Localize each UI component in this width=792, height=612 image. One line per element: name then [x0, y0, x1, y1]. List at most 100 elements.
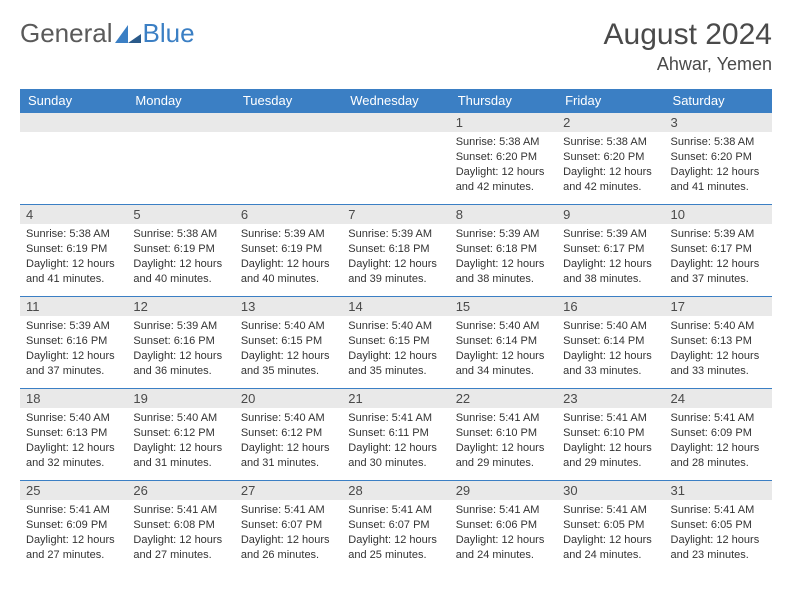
- daylight-line: Daylight: 12 hours and 28 minutes.: [671, 441, 766, 471]
- day-info: Sunrise: 5:39 AMSunset: 6:16 PMDaylight:…: [127, 316, 234, 382]
- calendar-cell: 28Sunrise: 5:41 AMSunset: 6:07 PMDayligh…: [342, 481, 449, 573]
- sunset-line: Sunset: 6:18 PM: [456, 242, 551, 257]
- dayname-header: Friday: [557, 89, 664, 113]
- day-number: [20, 113, 127, 132]
- calendar-cell: 9Sunrise: 5:39 AMSunset: 6:17 PMDaylight…: [557, 205, 664, 297]
- day-number: 18: [20, 389, 127, 408]
- sunrise-line: Sunrise: 5:41 AM: [563, 411, 658, 426]
- day-number: 20: [235, 389, 342, 408]
- day-info: Sunrise: 5:41 AMSunset: 6:06 PMDaylight:…: [450, 500, 557, 566]
- daylight-line: Daylight: 12 hours and 32 minutes.: [26, 441, 121, 471]
- title-block: August 2024 Ahwar, Yemen: [604, 18, 772, 75]
- calendar-cell: 10Sunrise: 5:39 AMSunset: 6:17 PMDayligh…: [665, 205, 772, 297]
- calendar-row: 25Sunrise: 5:41 AMSunset: 6:09 PMDayligh…: [20, 481, 772, 573]
- day-number: 3: [665, 113, 772, 132]
- daylight-line: Daylight: 12 hours and 25 minutes.: [348, 533, 443, 563]
- calendar-cell: 12Sunrise: 5:39 AMSunset: 6:16 PMDayligh…: [127, 297, 234, 389]
- sunset-line: Sunset: 6:20 PM: [563, 150, 658, 165]
- calendar-cell: 6Sunrise: 5:39 AMSunset: 6:19 PMDaylight…: [235, 205, 342, 297]
- daylight-line: Daylight: 12 hours and 24 minutes.: [456, 533, 551, 563]
- daylight-line: Daylight: 12 hours and 39 minutes.: [348, 257, 443, 287]
- sunset-line: Sunset: 6:15 PM: [241, 334, 336, 349]
- daylight-line: Daylight: 12 hours and 26 minutes.: [241, 533, 336, 563]
- day-number: 9: [557, 205, 664, 224]
- daylight-line: Daylight: 12 hours and 40 minutes.: [133, 257, 228, 287]
- day-info: Sunrise: 5:40 AMSunset: 6:15 PMDaylight:…: [342, 316, 449, 382]
- day-info: Sunrise: 5:40 AMSunset: 6:14 PMDaylight:…: [450, 316, 557, 382]
- day-number: 7: [342, 205, 449, 224]
- day-number: 22: [450, 389, 557, 408]
- logo-mark-icon: [115, 25, 141, 43]
- sunrise-line: Sunrise: 5:40 AM: [563, 319, 658, 334]
- sunset-line: Sunset: 6:08 PM: [133, 518, 228, 533]
- daylight-line: Daylight: 12 hours and 29 minutes.: [563, 441, 658, 471]
- day-info: Sunrise: 5:40 AMSunset: 6:13 PMDaylight:…: [665, 316, 772, 382]
- day-number: 13: [235, 297, 342, 316]
- calendar-cell: 21Sunrise: 5:41 AMSunset: 6:11 PMDayligh…: [342, 389, 449, 481]
- day-info: Sunrise: 5:41 AMSunset: 6:10 PMDaylight:…: [557, 408, 664, 474]
- location: Ahwar, Yemen: [604, 54, 772, 75]
- day-number: 31: [665, 481, 772, 500]
- sunset-line: Sunset: 6:05 PM: [563, 518, 658, 533]
- sunset-line: Sunset: 6:18 PM: [348, 242, 443, 257]
- sunset-line: Sunset: 6:19 PM: [26, 242, 121, 257]
- day-number: 15: [450, 297, 557, 316]
- calendar-table: SundayMondayTuesdayWednesdayThursdayFrid…: [20, 89, 772, 573]
- sunrise-line: Sunrise: 5:40 AM: [26, 411, 121, 426]
- day-number: 25: [20, 481, 127, 500]
- day-info: Sunrise: 5:38 AMSunset: 6:19 PMDaylight:…: [127, 224, 234, 290]
- day-number: 6: [235, 205, 342, 224]
- daylight-line: Daylight: 12 hours and 37 minutes.: [26, 349, 121, 379]
- sunrise-line: Sunrise: 5:39 AM: [456, 227, 551, 242]
- day-number: 28: [342, 481, 449, 500]
- day-number: 29: [450, 481, 557, 500]
- daylight-line: Daylight: 12 hours and 36 minutes.: [133, 349, 228, 379]
- calendar-cell: [20, 113, 127, 205]
- day-number: 27: [235, 481, 342, 500]
- sunset-line: Sunset: 6:14 PM: [563, 334, 658, 349]
- daylight-line: Daylight: 12 hours and 31 minutes.: [133, 441, 228, 471]
- daylight-line: Daylight: 12 hours and 37 minutes.: [671, 257, 766, 287]
- sunrise-line: Sunrise: 5:40 AM: [348, 319, 443, 334]
- day-number: 11: [20, 297, 127, 316]
- sunrise-line: Sunrise: 5:39 AM: [671, 227, 766, 242]
- calendar-row: 1Sunrise: 5:38 AMSunset: 6:20 PMDaylight…: [20, 113, 772, 205]
- day-number: [127, 113, 234, 132]
- daylight-line: Daylight: 12 hours and 30 minutes.: [348, 441, 443, 471]
- daylight-line: Daylight: 12 hours and 38 minutes.: [456, 257, 551, 287]
- calendar-cell: 20Sunrise: 5:40 AMSunset: 6:12 PMDayligh…: [235, 389, 342, 481]
- day-info: Sunrise: 5:38 AMSunset: 6:20 PMDaylight:…: [665, 132, 772, 198]
- calendar-cell: 23Sunrise: 5:41 AMSunset: 6:10 PMDayligh…: [557, 389, 664, 481]
- sunset-line: Sunset: 6:16 PM: [26, 334, 121, 349]
- day-number: 8: [450, 205, 557, 224]
- day-number: 19: [127, 389, 234, 408]
- sunset-line: Sunset: 6:14 PM: [456, 334, 551, 349]
- sunrise-line: Sunrise: 5:41 AM: [456, 503, 551, 518]
- sunrise-line: Sunrise: 5:40 AM: [241, 319, 336, 334]
- daylight-line: Daylight: 12 hours and 34 minutes.: [456, 349, 551, 379]
- sunrise-line: Sunrise: 5:41 AM: [348, 503, 443, 518]
- daylight-line: Daylight: 12 hours and 27 minutes.: [26, 533, 121, 563]
- calendar-cell: [342, 113, 449, 205]
- calendar-cell: 8 Sunrise: 5:39 AMSunset: 6:18 PMDaylight…: [450, 205, 557, 297]
- daylight-line: Daylight: 12 hours and 33 minutes.: [671, 349, 766, 379]
- day-number: 14: [342, 297, 449, 316]
- calendar-cell: 22Sunrise: 5:41 AMSunset: 6:10 PMDayligh…: [450, 389, 557, 481]
- day-info: Sunrise: 5:39 AMSunset: 6:17 PMDaylight:…: [665, 224, 772, 290]
- calendar-cell: 13 Sunrise: 5:40 AMSunset: 6:15 PMDayligh…: [235, 297, 342, 389]
- sunset-line: Sunset: 6:09 PM: [26, 518, 121, 533]
- calendar-cell: 17Sunrise: 5:40 AMSunset: 6:13 PMDayligh…: [665, 297, 772, 389]
- day-info: Sunrise: 5:41 AMSunset: 6:11 PMDaylight:…: [342, 408, 449, 474]
- calendar-row: 11Sunrise: 5:39 AMSunset: 6:16 PMDayligh…: [20, 297, 772, 389]
- sunset-line: Sunset: 6:19 PM: [133, 242, 228, 257]
- day-info: Sunrise: 5:41 AMSunset: 6:08 PMDaylight:…: [127, 500, 234, 566]
- sunset-line: Sunset: 6:10 PM: [456, 426, 551, 441]
- calendar-row: 18Sunrise: 5:40 AMSunset: 6:13 PMDayligh…: [20, 389, 772, 481]
- dayname-header: Saturday: [665, 89, 772, 113]
- calendar-cell: 3Sunrise: 5:38 AMSunset: 6:20 PMDaylight…: [665, 113, 772, 205]
- sunrise-line: Sunrise: 5:40 AM: [456, 319, 551, 334]
- daylight-line: Daylight: 12 hours and 35 minutes.: [241, 349, 336, 379]
- daylight-line: Daylight: 12 hours and 40 minutes.: [241, 257, 336, 287]
- day-info: Sunrise: 5:41 AMSunset: 6:09 PMDaylight:…: [665, 408, 772, 474]
- day-info: Sunrise: 5:39 AMSunset: 6:19 PMDaylight:…: [235, 224, 342, 290]
